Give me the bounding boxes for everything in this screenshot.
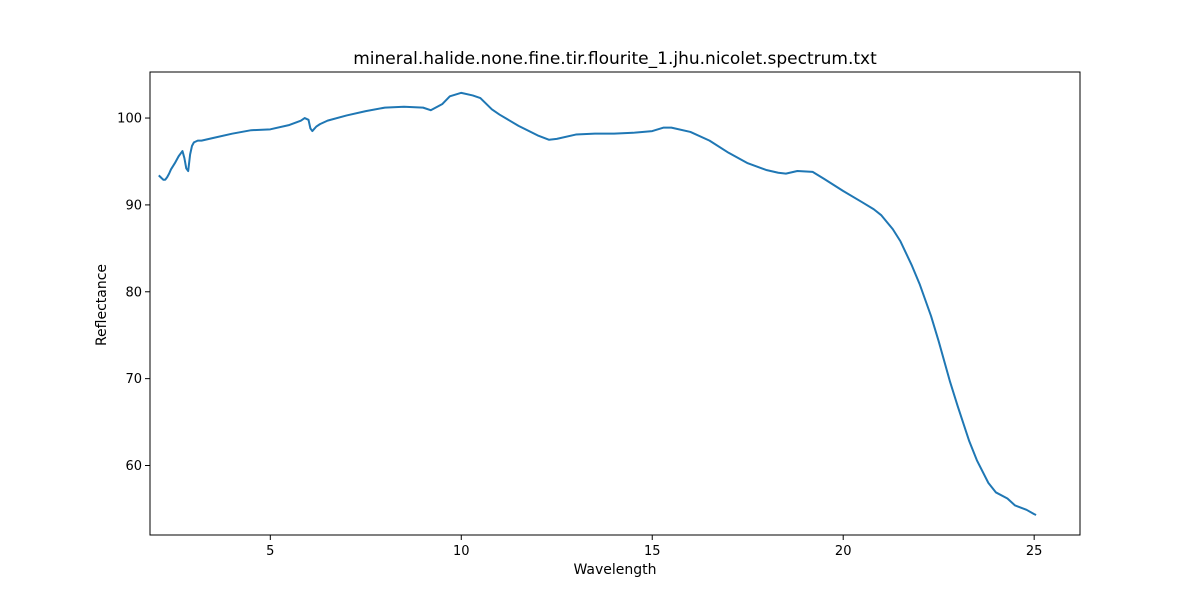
y-axis-label: Reflectance [94,264,110,346]
plot-area: 5 10 15 20 25 60 70 80 90 100 [117,71,1081,559]
axes-frame [149,71,1081,536]
series-line-1 [158,91,1037,516]
chart-title: mineral.halide.none.fine.tir.flourite_1.… [353,49,877,69]
x-tick-label: 10 [453,544,470,559]
y-tick-label: 100 [117,112,142,127]
x-tick-label: 20 [835,544,852,559]
x-tick-label: 5 [266,544,274,559]
x-tick-label: 25 [1026,544,1043,559]
y-tick-label: 80 [125,285,142,300]
y-tick-label: 70 [125,372,142,387]
x-tick-label: 15 [644,544,661,559]
x-axis-label: Wavelength [573,562,656,578]
y-tick-label: 90 [125,198,142,213]
y-tick-label: 60 [125,459,142,474]
